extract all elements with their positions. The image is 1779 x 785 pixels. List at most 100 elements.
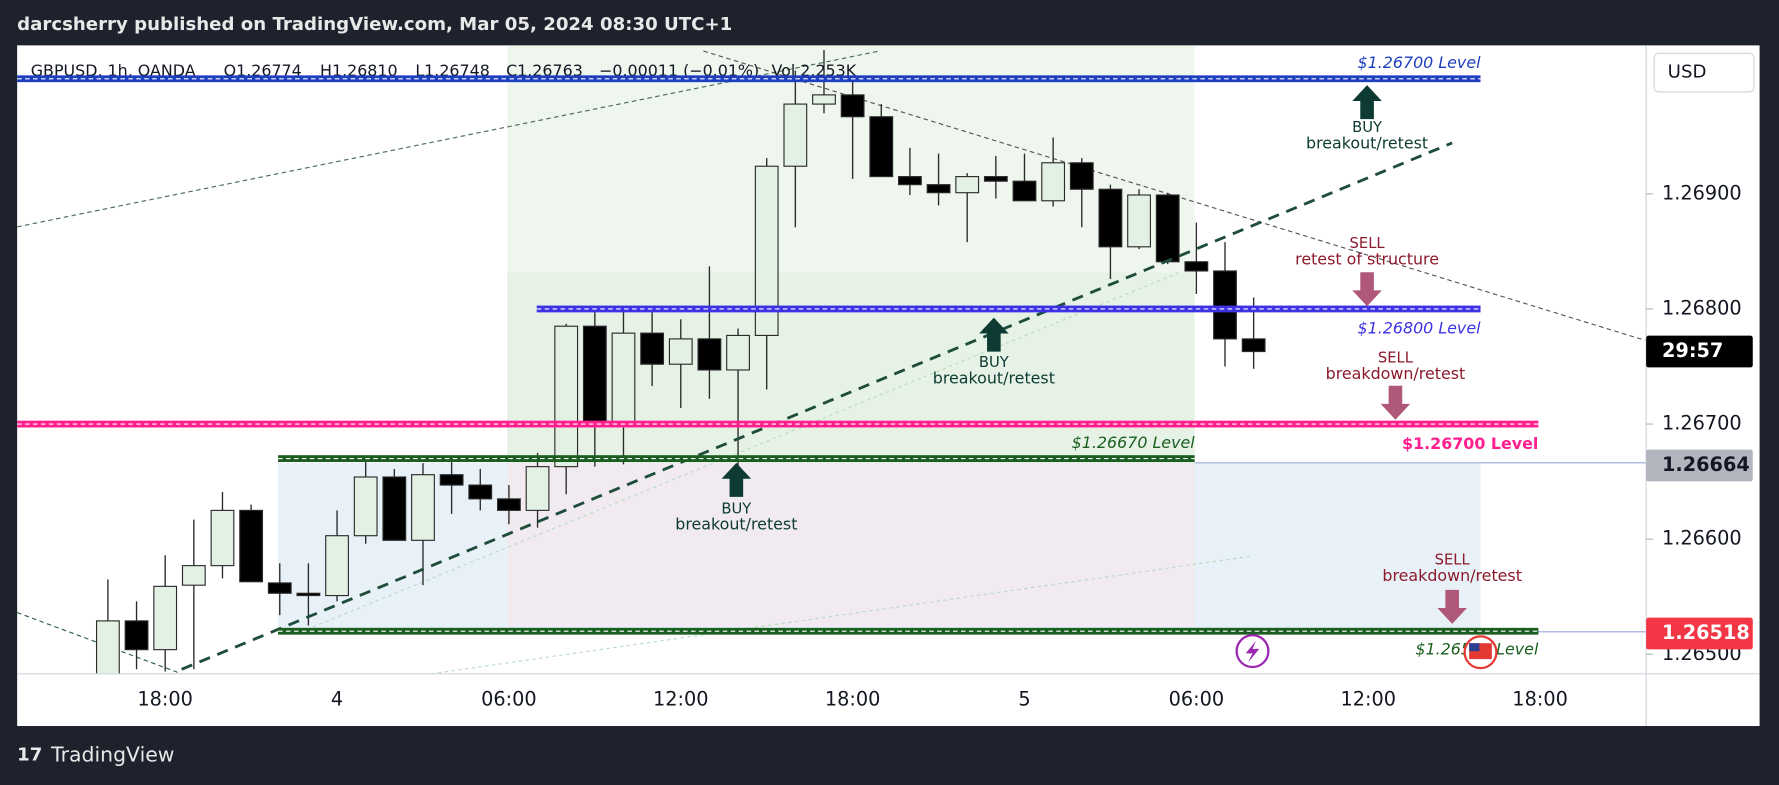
drawings	[17, 45, 1647, 674]
x-tick-label: 18:00	[825, 687, 881, 710]
candle-body	[124, 620, 149, 651]
annotation-text: breakout/retest	[933, 368, 1055, 387]
legend-item: −0.00011 (−0.01%)	[599, 61, 759, 80]
annotation-label: BUY	[1352, 119, 1383, 136]
level-label: $1.26800 Level	[1358, 318, 1482, 337]
y-tick-label: 1.26900	[1662, 181, 1742, 204]
annotation-text: breakout/retest	[675, 515, 797, 534]
x-tick-label: 06:00	[1169, 687, 1225, 710]
trend-line	[181, 141, 1453, 671]
trend-line	[431, 555, 1254, 674]
annotation-label: SELL	[1350, 235, 1386, 252]
candle-body	[1213, 270, 1237, 340]
legend-item: O1.26774	[224, 61, 302, 80]
annotation-arrow	[1352, 272, 1382, 307]
candle-body	[1041, 162, 1066, 202]
trend-line	[306, 271, 1181, 631]
candle-body	[1012, 180, 1037, 202]
x-tick-label: 12:00	[653, 687, 709, 710]
annotation-text: breakdown/retest	[1326, 364, 1466, 383]
candle-body	[697, 338, 722, 371]
level-label: $1.26670 Level	[1072, 433, 1196, 452]
candle-body	[812, 94, 836, 105]
zone	[507, 462, 1195, 627]
y-tick-label: 1.26800	[1662, 296, 1742, 319]
legend-item: Vol 2.253K	[772, 61, 857, 80]
candle-body	[296, 592, 321, 597]
x-tick-label: 12:00	[1340, 687, 1396, 710]
candles	[95, 49, 1266, 674]
lightning-icon	[1245, 640, 1260, 663]
candle-body	[754, 165, 779, 336]
annotation-label: BUY	[721, 500, 752, 517]
candle-body	[1241, 338, 1266, 353]
level-label: $1.26700 Level	[1358, 53, 1482, 72]
annotation-text: breakdown/retest	[1382, 566, 1522, 585]
y-tick-label: 1.26600	[1662, 527, 1742, 550]
price-label-box	[1646, 449, 1753, 482]
annotation-arrow	[1380, 385, 1411, 420]
y-tick-label: 1.26700	[1662, 412, 1742, 435]
legend-item: H1.26810	[320, 61, 398, 80]
candle-body	[1069, 162, 1094, 190]
price-label: 1.26664	[1662, 453, 1750, 476]
x-tick-label: 18:00	[137, 687, 193, 710]
candle-body	[898, 176, 922, 186]
annotation-label: BUY	[979, 354, 1010, 371]
annotation-arrow	[979, 317, 1009, 352]
candle-body	[325, 535, 349, 597]
candle-body	[267, 582, 292, 594]
candle-body	[153, 585, 178, 651]
annotation-label: SELL	[1435, 551, 1471, 568]
annotation-arrow	[721, 462, 752, 497]
candle-body	[95, 620, 120, 674]
annotation-text: breakout/retest	[1306, 134, 1428, 153]
level-line	[17, 420, 1539, 428]
candle-body	[554, 325, 579, 468]
price-label: 29:57	[1662, 339, 1723, 362]
legend-item: C1.26763	[506, 61, 583, 80]
candle-body	[668, 338, 693, 365]
x-tick-label: 06:00	[481, 687, 537, 710]
candle-body	[869, 116, 894, 178]
footer-logo: TradingView	[50, 743, 174, 767]
currency-button[interactable]	[1653, 52, 1755, 93]
candle-body	[353, 476, 378, 537]
candle-body	[726, 334, 750, 371]
event-icons	[1235, 634, 1498, 670]
level-label: $1.26700 Level	[1402, 434, 1538, 453]
candle-body	[439, 474, 464, 486]
candle-body	[1098, 188, 1123, 248]
level-line	[278, 455, 1195, 462]
overlay: GBPUSD, 1h, OANDA O1.26774 H1.26810 L1.2674…	[17, 53, 1539, 671]
candle-body	[525, 466, 550, 511]
header: darcsherry published on TradingView.com,…	[17, 14, 732, 35]
currency[interactable]: USD	[1668, 62, 1707, 83]
candle-body	[1155, 194, 1180, 263]
price-label: 1.26518	[1662, 621, 1750, 644]
candle-body	[955, 176, 980, 194]
flag-icon	[1469, 643, 1480, 652]
legend-item: GBPUSD, 1h, OANDA	[31, 61, 196, 80]
candle-body	[783, 103, 808, 167]
logo-mark: 17	[17, 745, 42, 766]
candle-body	[468, 484, 493, 500]
legend-item: L1.26748	[415, 61, 490, 80]
candle-body	[611, 332, 636, 425]
candle-body	[1184, 261, 1209, 272]
x-tick-label: 5	[1018, 687, 1030, 710]
price-label-box	[1646, 335, 1753, 368]
candle-body	[640, 332, 665, 365]
annotation-arrow	[1437, 589, 1467, 624]
candle-body	[983, 176, 1008, 182]
candle-body	[840, 94, 865, 118]
candle-body	[181, 565, 206, 586]
zone	[507, 45, 1195, 273]
candle-body	[239, 509, 264, 583]
annotation-arrow	[1352, 85, 1382, 120]
candle-body	[1127, 194, 1151, 248]
annotation-text: retest of structure	[1295, 249, 1439, 268]
candle-body	[382, 476, 407, 541]
